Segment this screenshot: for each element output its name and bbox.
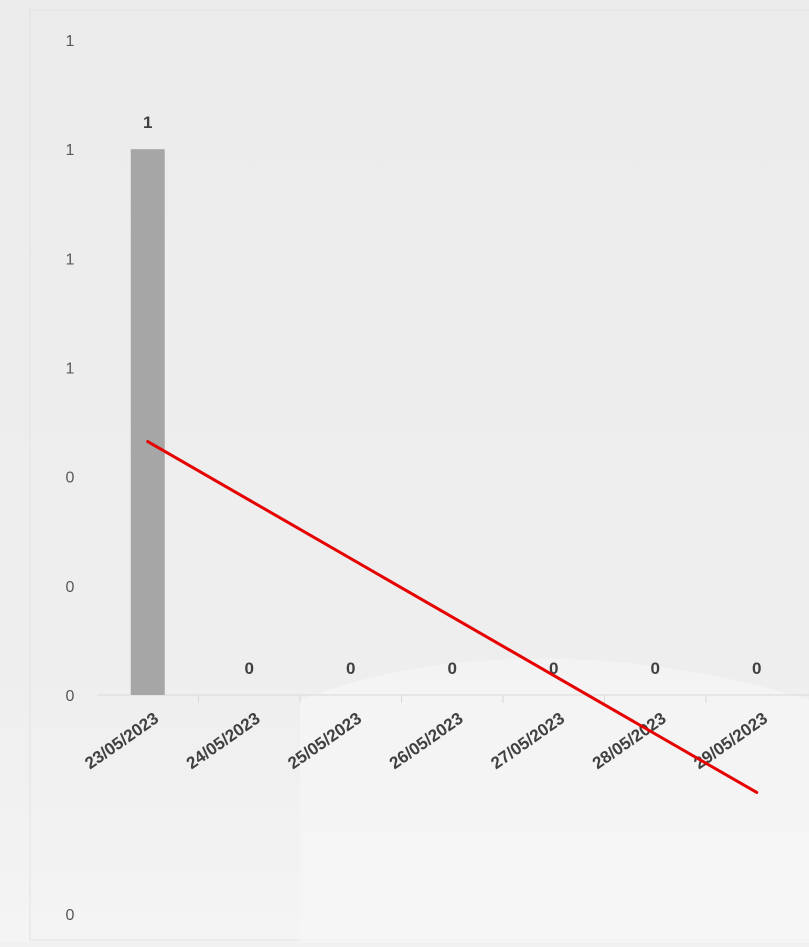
bar: [130, 149, 165, 695]
data-labels: 1 0 0 0 0 0 0: [143, 113, 761, 678]
data-label: 0: [346, 659, 355, 678]
trendline-group: [146, 440, 759, 794]
trendline: [146, 440, 759, 794]
y-tick-label: 0: [66, 579, 75, 596]
y-tick-label: 0: [66, 470, 75, 487]
data-label: 0: [752, 659, 761, 678]
y-tick-label: 1: [66, 33, 75, 50]
data-label: 0: [448, 659, 457, 678]
y-tick-label: 1: [66, 361, 75, 378]
y-axis: 1 1 1 1 0 0 0: [66, 33, 75, 705]
y-tick-label: 1: [66, 142, 75, 159]
extra-axis-label: 0: [66, 907, 75, 924]
data-label: 0: [651, 659, 660, 678]
y-tick-label: 1: [66, 251, 75, 268]
y-tick-label: 0: [66, 688, 75, 705]
data-label: 0: [245, 659, 254, 678]
bar-series: [130, 149, 165, 695]
background-swoosh: [300, 658, 809, 942]
data-label: 1: [143, 113, 152, 132]
data-label: 0: [549, 659, 558, 678]
